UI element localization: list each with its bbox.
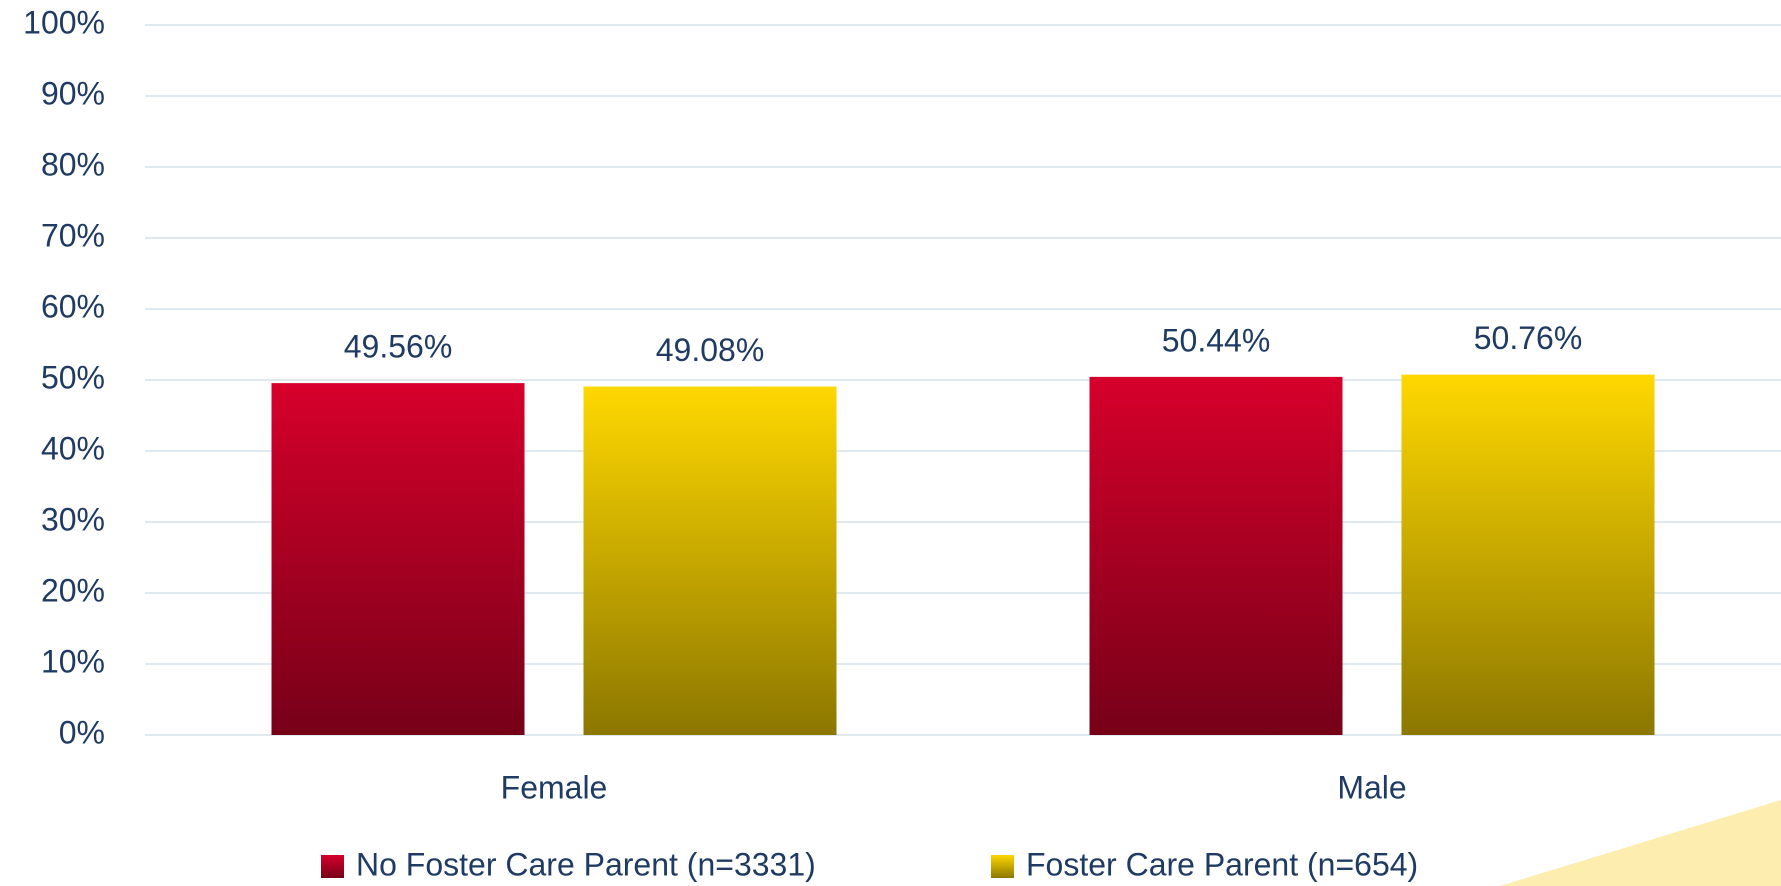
- bar: [271, 383, 525, 735]
- y-tick-label: 40%: [41, 430, 105, 466]
- y-tick-label: 70%: [41, 217, 105, 253]
- y-tick-label: 60%: [41, 288, 105, 324]
- bar: [1089, 376, 1343, 735]
- x-tick-label: Male: [1337, 769, 1406, 805]
- x-tick-label: Female: [501, 769, 608, 805]
- y-tick-label: 10%: [41, 643, 105, 679]
- bar: [1401, 374, 1655, 735]
- y-tick-label: 50%: [41, 359, 105, 395]
- y-tick-label: 80%: [41, 146, 105, 182]
- legend-label: Foster Care Parent (n=654): [1026, 846, 1418, 882]
- bar: [583, 386, 837, 735]
- legend-swatch: [991, 855, 1014, 878]
- legend-label: No Foster Care Parent (n=3331): [356, 846, 816, 882]
- decoration: [1500, 800, 1781, 886]
- data-label: 49.08%: [656, 332, 765, 368]
- y-tick-label: 20%: [41, 572, 105, 608]
- y-tick-label: 30%: [41, 501, 105, 537]
- y-tick-label: 0%: [59, 714, 105, 750]
- legend-swatch: [321, 855, 344, 878]
- y-tick-label: 90%: [41, 75, 105, 111]
- data-label: 50.44%: [1162, 322, 1271, 358]
- data-label: 49.56%: [344, 329, 453, 365]
- data-label: 50.76%: [1474, 320, 1583, 356]
- y-tick-label: 100%: [23, 4, 105, 40]
